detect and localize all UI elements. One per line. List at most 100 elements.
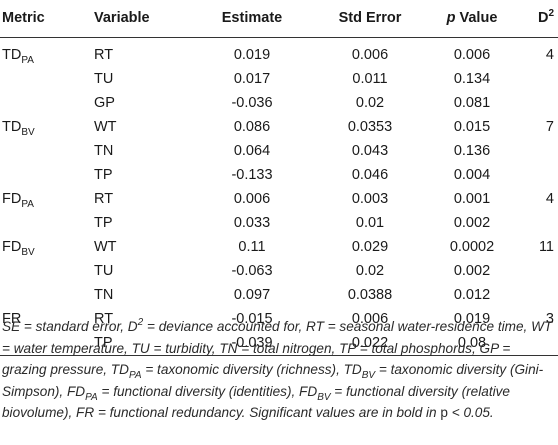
footnote-sub: PA bbox=[128, 370, 142, 381]
footnote-sup: 2 bbox=[137, 317, 144, 328]
cell-metric: FDPA bbox=[0, 187, 92, 211]
cell-p-value: 0.002 bbox=[453, 215, 491, 231]
cell-metric bbox=[0, 283, 92, 307]
metric-base: FD bbox=[2, 239, 22, 255]
cell-variable: TN bbox=[94, 287, 114, 303]
cell-p-value: 0.0002 bbox=[449, 239, 495, 255]
cell-estimate: 0.097 bbox=[233, 287, 271, 303]
cell-variable: TU bbox=[94, 263, 114, 279]
cell-estimate: -0.063 bbox=[231, 263, 273, 279]
cell-metric bbox=[0, 211, 92, 235]
table-body: TDPA RT 0.019 0.006 0.006 4 TU 0.017 0.011 0.134 G… bbox=[0, 37, 558, 355]
table-row: TDPA RT 0.019 0.006 0.006 4 bbox=[0, 37, 558, 67]
cell-variable: GP bbox=[94, 95, 115, 111]
cell-estimate: 0.019 bbox=[233, 47, 271, 64]
cell-metric: FR bbox=[0, 307, 92, 331]
cell-variable: WT bbox=[94, 119, 117, 135]
cell-estimate: 0.064 bbox=[233, 143, 271, 159]
cell-variable: TN bbox=[94, 143, 114, 159]
footnote-part: = functional diversity (identities), FD bbox=[97, 383, 318, 399]
table-row: TU -0.063 0.02 0.002 bbox=[0, 259, 558, 283]
cell-d2 bbox=[516, 163, 558, 187]
header-p-value-rest: Value bbox=[455, 10, 498, 27]
footnote-part: = taxonomic diversity (Gini-Simpson), FD bbox=[2, 362, 544, 399]
footnote-p-symbol: p bbox=[440, 405, 448, 420]
cell-d2 bbox=[516, 211, 558, 235]
footnote-part: = deviance accounted for, RT = seasonal … bbox=[2, 319, 553, 377]
metric-base: FD bbox=[2, 191, 22, 207]
cell-metric bbox=[0, 259, 92, 283]
cell-d2 bbox=[516, 67, 558, 91]
cell-p-value: 0.002 bbox=[453, 263, 491, 279]
metric-base: FR bbox=[2, 311, 22, 327]
table-row: TN 0.097 0.0388 0.012 bbox=[0, 283, 558, 307]
cell-d2: 7 bbox=[545, 119, 554, 135]
header-p-italic: p bbox=[446, 10, 456, 27]
table-row: FR RT -0.015 0.006 0.019 3 bbox=[0, 307, 558, 331]
cell-variable: TU bbox=[94, 71, 114, 87]
header-variable: Variable bbox=[94, 10, 150, 27]
cell-std-error: 0.01 bbox=[355, 215, 385, 231]
cell-p-value: 0.081 bbox=[453, 95, 491, 111]
cell-estimate: -0.133 bbox=[231, 167, 273, 183]
cell-p-value: 0.006 bbox=[453, 47, 491, 64]
cell-p-value: 0.004 bbox=[453, 167, 491, 183]
cell-estimate: 0.017 bbox=[233, 71, 271, 87]
cell-variable: RT bbox=[94, 191, 114, 207]
cell-metric bbox=[0, 67, 92, 91]
footnote-part: = taxonomic diversity (richness), TD bbox=[141, 362, 362, 377]
cell-metric bbox=[0, 139, 92, 163]
cell-std-error: 0.022 bbox=[351, 334, 389, 351]
cell-estimate: 0.006 bbox=[233, 191, 271, 207]
cell-metric: TDBV bbox=[0, 115, 92, 139]
cell-d2: 4 bbox=[545, 191, 554, 207]
table-row: TP -0.133 0.046 0.004 bbox=[0, 163, 558, 187]
cell-d2 bbox=[516, 283, 558, 307]
table-row: TP -0.039 0.022 0.08 bbox=[0, 331, 558, 355]
cell-d2: 3 bbox=[545, 311, 554, 327]
cell-estimate: 0.086 bbox=[233, 119, 271, 135]
cell-metric bbox=[0, 163, 92, 187]
footnote-sub: PA bbox=[85, 391, 98, 403]
regression-results-table: Metric Variable Estimate Std Error p Val… bbox=[0, 0, 558, 355]
footnote-part: SE = standard error, D bbox=[2, 319, 138, 334]
cell-d2 bbox=[516, 139, 558, 163]
cell-p-value: 0.015 bbox=[453, 119, 491, 135]
footnote-part: = functional diversity (relative biovolu… bbox=[2, 383, 510, 421]
metric-base: TD bbox=[2, 47, 22, 64]
cell-variable: WT bbox=[94, 239, 117, 255]
cell-p-value: 0.019 bbox=[453, 311, 491, 327]
cell-metric: TDPA bbox=[0, 37, 92, 67]
footnote-sub: BV bbox=[361, 370, 376, 381]
table-row: GP -0.036 0.02 0.081 bbox=[0, 91, 558, 115]
table-footnote: SE = standard error, D2 = deviance accou… bbox=[2, 316, 554, 424]
table-row: FDBV WT 0.11 0.029 0.0002 11 bbox=[0, 235, 558, 259]
cell-std-error: 0.003 bbox=[351, 191, 389, 207]
cell-d2: 11 bbox=[538, 239, 554, 255]
metric-sub: BV bbox=[21, 127, 35, 138]
cell-std-error: 0.0353 bbox=[347, 119, 393, 135]
cell-estimate: -0.039 bbox=[231, 334, 273, 351]
table-row: TU 0.017 0.011 0.134 bbox=[0, 67, 558, 91]
header-metric: Metric bbox=[2, 10, 45, 27]
cell-std-error: 0.006 bbox=[351, 47, 389, 64]
cell-variable: TP bbox=[94, 215, 113, 231]
metric-sub: PA bbox=[21, 199, 34, 210]
cell-variable: TP bbox=[94, 167, 113, 183]
cell-variable: RT bbox=[94, 47, 114, 64]
cell-d2 bbox=[516, 259, 558, 283]
cell-p-value: 0.001 bbox=[453, 191, 491, 207]
footnote-part: < 0.05. bbox=[447, 405, 494, 420]
cell-std-error: 0.046 bbox=[351, 167, 389, 183]
cell-std-error: 0.02 bbox=[355, 95, 385, 111]
cell-p-value: 0.136 bbox=[453, 143, 491, 159]
cell-std-error: 0.006 bbox=[351, 311, 389, 327]
cell-std-error: 0.011 bbox=[352, 71, 388, 87]
metric-sub: PA bbox=[21, 55, 34, 67]
header-d2: D2 bbox=[516, 0, 558, 37]
cell-d2: 4 bbox=[545, 47, 554, 64]
cell-metric bbox=[0, 91, 92, 115]
cell-p-value: 0.134 bbox=[453, 71, 491, 87]
cell-std-error: 0.0388 bbox=[347, 287, 393, 303]
